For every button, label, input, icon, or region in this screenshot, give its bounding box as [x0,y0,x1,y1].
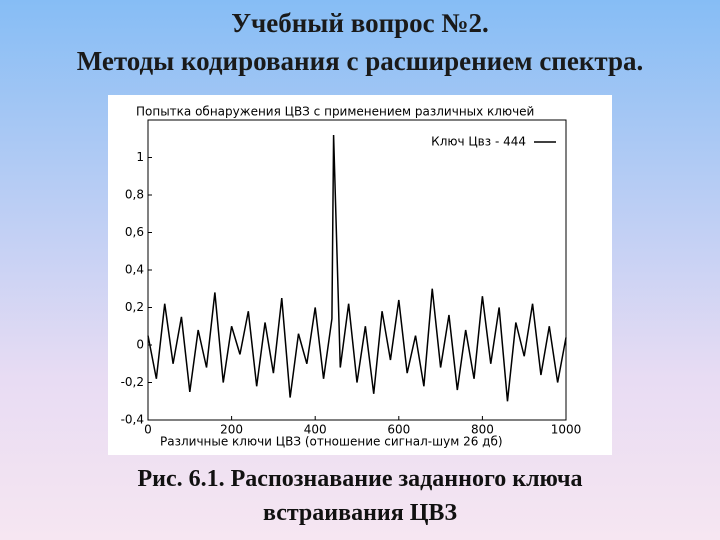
chart-title: Попытка обнаружения ЦВЗ с применением ра… [136,105,534,119]
caption: Рис. 6.1. Распознавание заданного ключа [137,466,583,492]
y-tick-label: 0 [136,338,144,352]
x-axis-label: Различные ключи ЦВЗ (отношение сигнал-шу… [160,435,503,449]
legend-label: Ключ Цвз - 444 [431,135,526,149]
y-tick-label: -0,2 [121,375,144,389]
x-tick-label: 0 [144,423,152,437]
y-tick-label: -0,4 [121,413,144,427]
y-tick-label: 0,2 [125,300,144,314]
slide-title: Учебный вопрос №2. [231,8,489,38]
y-tick-label: 0,6 [125,225,144,239]
y-tick-label: 0,8 [125,188,144,202]
caption: встраивания ЦВЗ [262,500,458,526]
plot-frame [147,119,567,421]
x-tick-label: 1000 [551,423,582,437]
x-tick-label: 400 [304,423,327,437]
x-tick-label: 800 [471,423,494,437]
x-tick-label: 200 [220,423,243,437]
y-tick-label: 1 [136,150,144,164]
series-line [147,134,567,402]
x-tick-label: 600 [387,423,410,437]
chart: Попытка обнаружения ЦВЗ с применением ра… [108,95,612,455]
slide-title: Методы кодирования с расширением спектра… [76,46,644,76]
y-tick-label: 0,4 [125,263,144,277]
